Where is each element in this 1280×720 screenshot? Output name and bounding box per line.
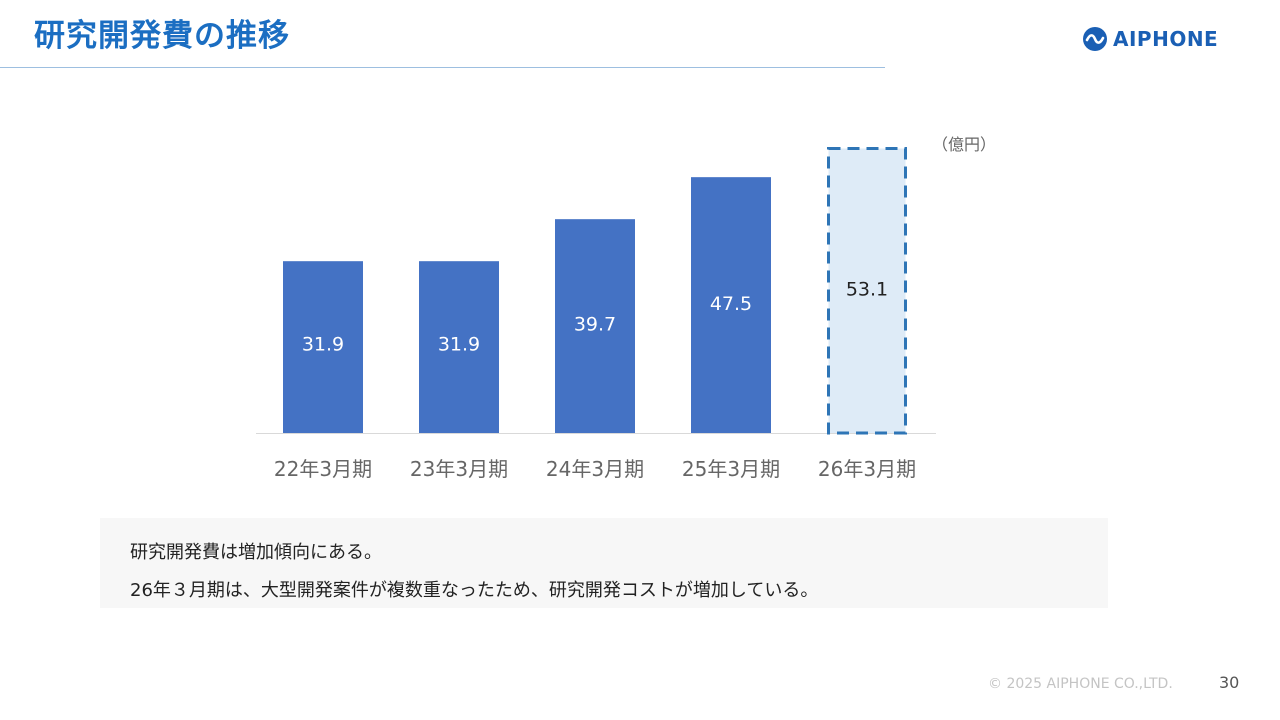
x-tick-label: 25年3月期	[682, 457, 780, 481]
page-title: 研究開発費の推移	[34, 18, 290, 54]
chart-bar	[691, 177, 771, 433]
bar-value-label: 47.5	[710, 293, 752, 315]
company-logo: AIPHONE	[1082, 26, 1218, 52]
x-tick-label: 26年3月期	[818, 457, 916, 481]
bar-value-label: 31.9	[438, 334, 480, 356]
copyright-text: © 2025 AIPHONE CO.,LTD.	[988, 676, 1173, 692]
page-number: 30	[1219, 673, 1240, 692]
description-line-2: 26年３月期は、大型開発案件が複数重なったため、研究開発コストが増加している。	[130, 580, 819, 601]
bar-value-label: 39.7	[574, 313, 616, 335]
title-divider	[0, 67, 885, 68]
description-box: 研究開発費は増加傾向にある。 26年３月期は、大型開発案件が複数重なったため、研…	[100, 518, 1108, 608]
chart-bar	[283, 261, 363, 433]
chart-bar	[419, 261, 499, 433]
description-line-1: 研究開発費は増加傾向にある。	[130, 542, 382, 563]
logo-wordmark: AIPHONE	[1113, 27, 1219, 51]
x-tick-label: 22年3月期	[274, 457, 372, 481]
aiphone-logo-icon	[1083, 27, 1107, 51]
chart-unit-label: （億円）	[932, 135, 997, 154]
bar-value-label: 53.1	[846, 279, 888, 301]
x-tick-label: 23年3月期	[410, 457, 508, 481]
x-tick-label: 24年3月期	[546, 457, 644, 481]
rd-expense-bar-chart: 31.9 22年3月期 31.9 23年3月期 39.7 24年3月期 47.5 25年3月期…	[256, 147, 936, 481]
chart-bar-forecast	[827, 147, 907, 435]
chart-bar	[555, 219, 635, 433]
bar-value-label: 31.9	[302, 334, 344, 356]
